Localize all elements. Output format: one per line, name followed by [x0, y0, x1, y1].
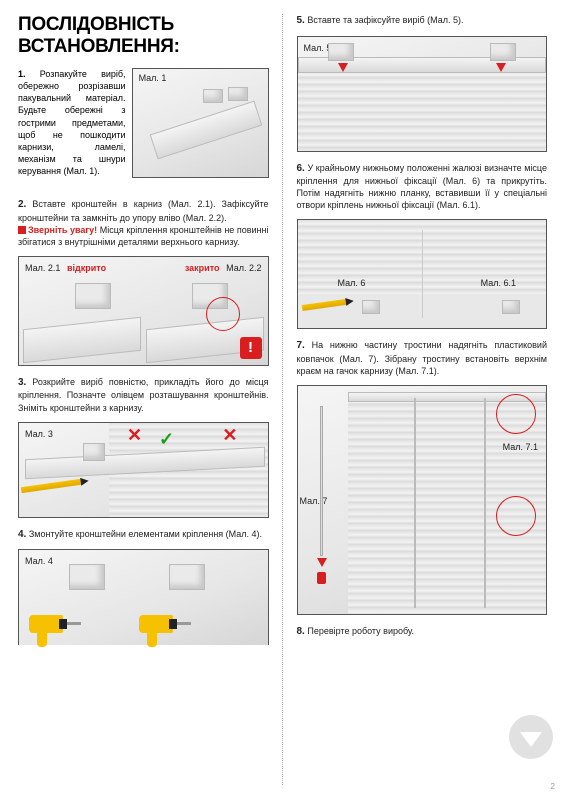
fig7-circle-1 — [496, 394, 536, 434]
step-1-number: 1. — [18, 69, 26, 79]
fig7-circle-2 — [496, 496, 536, 536]
fig3-pencil — [21, 479, 81, 493]
arrow-down-2 — [496, 63, 506, 72]
figure-6-label: Мал. 6 — [338, 278, 366, 288]
xmark-1: ✕ — [127, 425, 142, 446]
step-6-number: 6. — [297, 163, 305, 174]
fig4-bracket-2 — [169, 564, 205, 590]
step-1-text: 1. Розпакуйте виріб, обережно розрізавши… — [18, 68, 126, 188]
figure-71-label: Мал. 7.1 — [503, 442, 538, 452]
step-2-text: 2. Вставте кронштейн в карниз (Мал. 2.1)… — [18, 198, 269, 248]
fig5-bracket-1 — [328, 43, 354, 61]
fig1-bracket-2 — [228, 87, 248, 101]
fig7-rod — [320, 406, 323, 556]
step-5-body: Вставте та зафіксуйте виріб (Мал. 5). — [307, 15, 463, 25]
fig7-cord-1 — [484, 398, 486, 608]
step-6-text: 6. У крайньому нижньому положенні жалюзі… — [297, 162, 548, 212]
step-7-body: На нижню частину тростини надягніть плас… — [297, 340, 548, 376]
fig6-clip-2 — [502, 300, 520, 314]
figure-7-label: Мал. 7 — [300, 496, 328, 506]
figure-3-label: Мал. 3 — [25, 429, 53, 439]
fig5-blinds — [298, 71, 547, 151]
xmark-2: ✕ — [222, 425, 237, 446]
fig6-clip-1 — [362, 300, 380, 314]
figure-22-label: Мал. 2.2 — [226, 263, 261, 273]
step-5-text: 5. Вставте та зафіксуйте виріб (Мал. 5). — [297, 14, 548, 28]
left-column: ПОСЛІДОВНІСТЬ ВСТАНОВЛЕННЯ: 1. Розпакуйт… — [0, 0, 283, 799]
step-4-text: 4. Змонтуйте кронштейни елементами кріпл… — [18, 528, 269, 542]
step-4-body: Змонтуйте кронштейни елементами кріпленн… — [29, 529, 262, 539]
fig7-arrow — [317, 558, 327, 567]
figure-4-label: Мал. 4 — [25, 556, 53, 566]
checkmark-1: ✓ — [159, 429, 174, 450]
alert-badge: ! — [240, 337, 262, 359]
warning-icon — [18, 226, 26, 234]
step-2-body: Вставте кронштейн в карниз (Мал. 2.1). З… — [18, 199, 269, 223]
fig2-detail-circle — [206, 297, 240, 331]
fig3-bracket — [83, 443, 105, 461]
fig4-bracket-1 — [69, 564, 105, 590]
figure-21-label: Мал. 2.1 — [25, 263, 60, 273]
figure-3: Мал. 3 ✕ ✕ ✓ — [18, 422, 269, 518]
figure-2: Мал. 2.1 відкрито Мал. 2.2 закрито ! — [18, 256, 269, 366]
open-label: відкрито — [67, 263, 106, 273]
figure-6: Мал. 6 Мал. 6.1 — [297, 219, 548, 329]
step-3-number: 3. — [18, 377, 26, 388]
fig7-cap — [317, 572, 326, 584]
fig2-bracket-left — [75, 283, 111, 309]
step-5-number: 5. — [297, 15, 305, 26]
warning-label: Зверніть увагу! — [28, 225, 97, 235]
fig1-bracket-1 — [203, 89, 223, 103]
step-8-number: 8. — [297, 626, 305, 637]
drill-2 — [139, 615, 189, 647]
step-3-text: 3. Розкрийте виріб повністю, прикладіть … — [18, 376, 269, 414]
step-8-text: 8. Перевірте роботу виробу. — [297, 625, 548, 639]
figure-7: Мал. 7 Мал. 7.1 — [297, 385, 548, 615]
figure-4: Мал. 4 — [18, 549, 269, 645]
closed-label: закрито — [185, 263, 220, 273]
fig1-rail — [149, 101, 262, 160]
step-2-number: 2. — [18, 199, 26, 210]
figure-5: Мал. 5 — [297, 36, 548, 152]
step-6-body: У крайньому нижньому положенні жалюзі ви… — [297, 163, 548, 211]
figure-61-label: Мал. 6.1 — [481, 278, 516, 288]
fig2-rail-left — [23, 317, 141, 363]
figure-1-label: Мал. 1 — [139, 73, 167, 83]
step-7-number: 7. — [297, 340, 305, 351]
step-1-body: Розпакуйте виріб, обережно розрізавши па… — [18, 69, 126, 176]
page-title: ПОСЛІДОВНІСТЬ ВСТАНОВЛЕННЯ: — [18, 14, 269, 58]
figure-1: Мал. 1 — [132, 68, 269, 178]
right-column: 5. Вставте та зафіксуйте виріб (Мал. 5).… — [283, 0, 565, 799]
download-overlay-icon — [509, 715, 553, 759]
fig7-cord-2 — [414, 398, 416, 608]
page-number: 2 — [551, 782, 555, 791]
step-3-body: Розкрийте виріб повністю, прикладіть йог… — [18, 377, 269, 413]
fig5-bracket-2 — [490, 43, 516, 61]
drill-1 — [29, 615, 79, 647]
step-4-number: 4. — [18, 529, 26, 540]
step-1-block: 1. Розпакуйте виріб, обережно розрізавши… — [18, 68, 269, 188]
arrow-down-1 — [338, 63, 348, 72]
step-7-text: 7. На нижню частину тростини надягніть п… — [297, 339, 548, 377]
fig6-split — [422, 230, 423, 318]
step-8-body: Перевірте роботу виробу. — [307, 626, 414, 636]
